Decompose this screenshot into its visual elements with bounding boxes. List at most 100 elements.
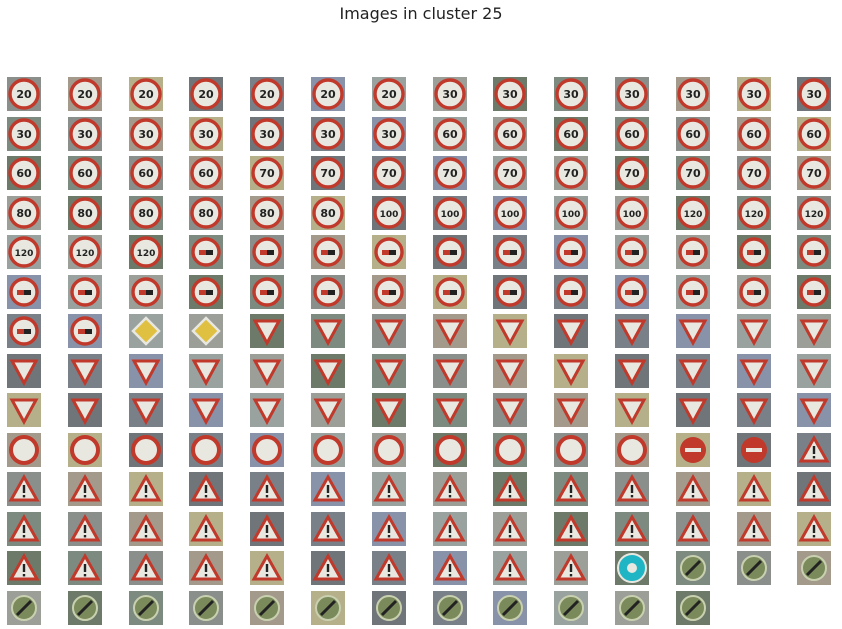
sign-thumbnail — [311, 274, 345, 309]
svg-text:20: 20 — [77, 88, 93, 101]
sign-thumbnail — [7, 511, 41, 546]
sign-thumbnail — [311, 353, 345, 388]
svg-text:20: 20 — [138, 88, 154, 101]
sign-thumbnail: 30 — [128, 116, 163, 151]
sign-thumbnail — [554, 314, 589, 348]
sign-thumbnail: 60 — [736, 116, 771, 151]
svg-text:20: 20 — [16, 88, 32, 101]
sign-thumbnail — [250, 274, 285, 309]
sign-thumbnail — [371, 472, 406, 506]
sign-thumbnail: 70 — [250, 156, 285, 190]
sign-thumbnail — [250, 393, 285, 427]
svg-text:80: 80 — [138, 207, 154, 220]
sign-thumbnail — [736, 353, 771, 388]
svg-text:70: 70 — [746, 167, 762, 180]
sign-thumbnail — [432, 511, 467, 546]
sign-thumbnail — [554, 590, 589, 625]
sign-thumbnail: 30 — [797, 77, 832, 111]
svg-text:60: 60 — [77, 167, 93, 180]
sign-thumbnail — [189, 393, 224, 427]
sign-thumbnail — [615, 314, 649, 348]
sign-thumbnail: 70 — [736, 156, 771, 190]
svg-text:20: 20 — [260, 88, 276, 101]
sign-thumbnail — [675, 353, 710, 388]
sign-thumbnail — [189, 590, 224, 625]
sign-thumbnail — [675, 314, 710, 348]
sign-thumbnail — [311, 393, 345, 427]
sign-thumbnail — [675, 472, 710, 506]
sign-thumbnail: 30 — [675, 77, 710, 111]
svg-text:30: 30 — [624, 88, 640, 101]
sign-thumbnail: 60 — [493, 116, 528, 151]
svg-text:100: 100 — [440, 210, 459, 220]
sign-thumbnail — [736, 472, 771, 506]
sign-thumbnail: 70 — [675, 156, 710, 190]
sign-thumbnail — [311, 590, 345, 625]
sign-thumbnail — [189, 314, 224, 348]
svg-text:60: 60 — [16, 167, 32, 180]
sign-thumbnail: 80 — [128, 195, 163, 230]
sign-thumbnail — [67, 551, 102, 585]
sign-thumbnail — [311, 235, 345, 269]
svg-text:60: 60 — [624, 128, 640, 141]
svg-text:30: 30 — [16, 128, 32, 141]
sign-thumbnail — [67, 393, 102, 427]
sign-thumbnail — [250, 235, 285, 269]
svg-text:80: 80 — [320, 207, 336, 220]
sign-thumbnail — [7, 314, 41, 348]
sign-thumbnail — [250, 590, 285, 625]
sign-thumbnail — [371, 590, 406, 625]
svg-text:120: 120 — [75, 249, 94, 259]
sign-thumbnail: 60 — [615, 116, 649, 151]
sign-thumbnail — [736, 235, 771, 269]
sign-thumbnail — [128, 353, 163, 388]
sign-thumbnail: 30 — [7, 116, 41, 151]
sign-thumbnail: 120 — [7, 235, 41, 269]
svg-text:20: 20 — [320, 88, 336, 101]
svg-text:80: 80 — [77, 207, 93, 220]
sign-thumbnail: 120 — [736, 195, 771, 230]
sign-thumbnail: 70 — [432, 156, 467, 190]
svg-text:100: 100 — [623, 210, 642, 220]
sign-thumbnail — [250, 551, 285, 585]
sign-thumbnail — [371, 551, 406, 585]
sign-thumbnail — [675, 590, 710, 625]
sign-thumbnail: 70 — [554, 156, 589, 190]
svg-text:120: 120 — [136, 249, 155, 259]
svg-text:120: 120 — [744, 210, 763, 220]
sign-thumbnail — [128, 590, 163, 625]
sign-thumbnail — [554, 353, 589, 388]
svg-text:30: 30 — [503, 88, 519, 101]
sign-thumbnail: 30 — [189, 116, 224, 151]
svg-text:70: 70 — [381, 167, 397, 180]
sign-thumbnail — [554, 274, 589, 309]
sign-thumbnail — [67, 432, 102, 467]
sign-thumbnail — [615, 511, 649, 546]
sign-thumbnail — [797, 353, 832, 388]
svg-text:30: 30 — [442, 88, 458, 101]
sign-thumbnail: 70 — [371, 156, 406, 190]
sign-thumbnail — [736, 393, 771, 427]
sign-thumbnail — [736, 511, 771, 546]
sign-thumbnail — [128, 314, 163, 348]
sign-thumbnail: 120 — [128, 235, 163, 269]
svg-text:80: 80 — [260, 207, 276, 220]
svg-text:70: 70 — [260, 167, 276, 180]
sign-thumbnail: 70 — [311, 156, 345, 190]
sign-thumbnail — [128, 393, 163, 427]
sign-thumbnail: 70 — [493, 156, 528, 190]
sign-thumbnail: 80 — [250, 195, 285, 230]
sign-thumbnail — [250, 314, 285, 348]
svg-text:60: 60 — [138, 167, 154, 180]
sign-thumbnail: 100 — [493, 195, 528, 230]
sign-thumbnail — [67, 472, 102, 506]
sign-thumbnail: 30 — [554, 77, 589, 111]
sign-thumbnail — [189, 353, 224, 388]
sign-thumbnail — [432, 274, 467, 309]
sign-thumbnail — [736, 551, 771, 585]
sign-thumbnail — [311, 432, 345, 467]
sign-thumbnail — [371, 393, 406, 427]
sign-thumbnail — [67, 353, 102, 388]
svg-text:30: 30 — [260, 128, 276, 141]
sign-thumbnail — [67, 314, 102, 348]
